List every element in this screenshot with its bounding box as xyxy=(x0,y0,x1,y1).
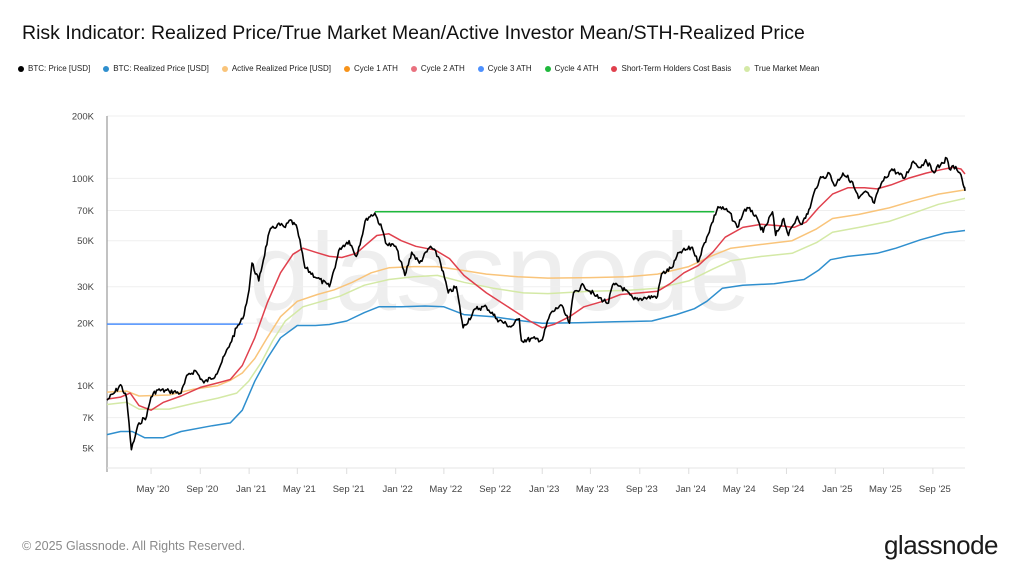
legend-label: Cycle 4 ATH xyxy=(554,64,599,73)
series-line-true-market-mean xyxy=(106,197,966,410)
x-tick-label: Jan '22 xyxy=(383,484,413,495)
x-tick-label: Sep '25 xyxy=(919,484,951,495)
y-tick-label: 200K xyxy=(72,112,95,123)
legend-dot-icon xyxy=(477,65,484,72)
legend-label: Cycle 2 ATH xyxy=(420,64,465,73)
legend-item[interactable]: BTC: Realized Price [USD] xyxy=(103,64,209,73)
glassnode-logo[interactable]: glassnode xyxy=(883,530,999,560)
x-tick-label: May '23 xyxy=(576,484,609,495)
y-tick-label: 100K xyxy=(72,174,95,185)
series-line-btc-realized-price-usd xyxy=(106,229,966,439)
legend-dot-icon xyxy=(221,65,228,72)
x-tick-label: Jan '24 xyxy=(676,484,706,495)
x-tick-label: May '22 xyxy=(429,484,462,495)
legend-dot-icon xyxy=(410,65,417,72)
legend-item[interactable]: Cycle 4 ATH xyxy=(544,64,599,73)
legend-label: BTC: Realized Price [USD] xyxy=(113,64,209,73)
copyright-footer: © 2025 Glassnode. All Rights Reserved. xyxy=(22,539,246,553)
x-axis: May '20 Sep '20 Jan '21 May '21 Sep '21 Jan '… xyxy=(107,467,965,495)
chart-title: Risk Indicator: Realized Price/True Mark… xyxy=(22,22,805,44)
x-tick-label: May '21 xyxy=(283,484,316,495)
x-tick-label: May '20 xyxy=(137,484,170,495)
legend-item[interactable]: Cycle 2 ATH xyxy=(410,64,465,73)
x-tick-label: May '25 xyxy=(869,484,902,495)
x-tick-label: Sep '24 xyxy=(773,484,805,495)
y-tick-label: 5K xyxy=(82,443,94,454)
legend-item[interactable]: Active Realized Price [USD] xyxy=(221,64,331,73)
x-tick-label: Jan '23 xyxy=(529,484,559,495)
legend-dot-icon xyxy=(18,65,24,72)
y-tick-label: 30K xyxy=(77,282,95,293)
y-tick-label: 7K xyxy=(82,413,94,424)
legend-label: Cycle 3 ATH xyxy=(487,64,532,73)
y-tick-label: 70K xyxy=(77,206,95,217)
legend-dot-icon xyxy=(744,65,751,72)
x-tick-label: May '24 xyxy=(723,484,756,495)
series-line-btc-price-usd xyxy=(106,156,966,451)
series-line-active-realized-price-usd xyxy=(106,189,966,397)
legend-item[interactable]: BTC: Price [USD] xyxy=(18,64,90,73)
legend-item[interactable]: Cycle 1 ATH xyxy=(343,64,398,73)
y-tick-label: 50K xyxy=(77,236,95,247)
x-tick-label: Sep '21 xyxy=(333,484,365,495)
legend-dot-icon xyxy=(611,65,618,72)
legend-label: Cycle 1 ATH xyxy=(353,64,398,73)
legend-item[interactable]: Short-Term Holders Cost Basis xyxy=(611,64,731,73)
legend-dot-icon xyxy=(343,65,350,72)
y-tick-label: 20K xyxy=(77,319,95,330)
x-tick-label: Jan '25 xyxy=(822,484,852,495)
legend-label: Active Realized Price [USD] xyxy=(231,64,331,73)
legend-item[interactable]: Cycle 3 ATH xyxy=(477,64,532,73)
x-tick-label: Sep '22 xyxy=(479,484,511,495)
x-tick-label: Jan '21 xyxy=(236,484,266,495)
x-tick-label: Sep '20 xyxy=(186,484,218,495)
legend-label: Short-Term Holders Cost Basis xyxy=(621,64,732,73)
x-tick-label: Sep '23 xyxy=(626,484,658,495)
y-tick-label: 10K xyxy=(77,381,95,392)
grid xyxy=(107,115,965,449)
legend-item[interactable]: True Market Mean xyxy=(744,64,819,73)
legend-dot-icon xyxy=(544,65,551,72)
legend-label: BTC: Price [USD] xyxy=(28,64,91,73)
legend-dot-icon xyxy=(103,65,110,72)
series-lines xyxy=(106,156,966,451)
legend: BTC: Price [USD] BTC: Realized Price [USD… xyxy=(18,64,819,73)
legend-label: True Market Mean xyxy=(754,64,820,73)
series-line-short-term-holders-cost-basis xyxy=(106,166,966,411)
y-axis: 5K 7K 10K 20K 30K 50K 70K 100K 200K xyxy=(72,112,108,472)
